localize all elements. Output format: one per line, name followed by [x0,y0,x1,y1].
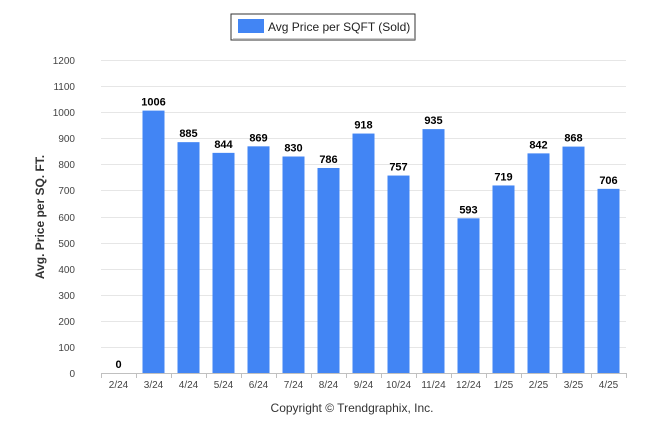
bar-value-label: 918 [354,120,372,132]
bar-value-label: 719 [494,171,512,183]
x-tick-label: 9/24 [354,380,374,391]
x-axis: 2/24 3/24 4/24 5/24 6/24 7/24 8/24 9/24 10/24 11/… [101,373,627,391]
legend-swatch [238,19,264,33]
x-tick-label: 12/24 [456,380,481,391]
x-tick-label: 3/24 [144,380,164,391]
y-tick-label: 1100 [53,82,75,93]
bar-value-label: 706 [599,175,617,187]
bar-value-label: 1006 [141,97,165,109]
bar-value-label: 830 [284,143,302,155]
bar [387,175,410,373]
x-tick-label: 8/24 [319,380,339,391]
bars [142,110,620,373]
bar-value-label: 885 [179,128,197,140]
bar [282,156,305,373]
y-axis-title: Avg. Price per SQ. FT. [33,155,47,279]
bar [457,218,480,373]
bar [212,152,235,373]
bar [422,129,445,373]
y-tick-label: 900 [58,134,75,145]
bar-value-label: 935 [424,115,442,127]
x-tick-label: 1/25 [494,380,514,391]
bar-value-label: 844 [214,139,233,151]
x-tick-label: 4/24 [179,380,199,391]
bar [597,188,620,373]
bar-value-label: 0 [115,359,121,371]
y-axis: 0 100 200 300 400 500 600 700 800 900 1000 1100 1200 [53,56,76,380]
x-tick-label: 7/24 [284,380,304,391]
x-tick-label: 4/25 [599,380,619,391]
bar-value-label: 786 [319,154,337,166]
y-tick-label: 0 [69,369,75,380]
y-tick-label: 300 [58,291,75,302]
bar [177,142,200,373]
legend-label: Avg Price per SQFT (Sold) [268,20,410,34]
bar-value-label: 842 [529,139,547,151]
bar-value-label: 869 [249,132,267,144]
y-tick-label: 1200 [53,56,76,67]
bar-value-label: 868 [564,133,582,145]
x-tick-label: 11/24 [421,380,446,391]
bar [562,146,585,373]
y-tick-label: 100 [58,343,75,354]
x-tick-label: 10/24 [386,380,411,391]
legend: Avg Price per SQFT (Sold) [230,13,416,41]
x-tick-label: 2/24 [109,380,129,391]
bar-value-label: 757 [389,162,407,174]
x-tick-label: 3/25 [564,380,584,391]
legend-shadow [233,38,415,41]
bar [527,153,550,373]
y-tick-label: 1000 [53,108,76,119]
x-tick-label: 2/25 [529,380,549,391]
bar [352,133,375,373]
y-tick-label: 200 [58,317,75,328]
x-tick-label: 6/24 [249,380,269,391]
y-tick-label: 500 [58,239,75,250]
y-tick-label: 800 [58,160,75,171]
copyright-text: Copyright © Trendgraphix, Inc. [271,401,434,415]
y-tick-label: 600 [58,213,75,224]
bar [492,185,515,373]
bar [317,167,340,373]
x-tick-label: 5/24 [214,380,234,391]
bar [142,110,165,373]
y-tick-label: 400 [58,265,75,276]
y-tick-label: 700 [58,186,75,197]
bar [247,146,270,373]
data-labels: 0 1006 885 844 869 830 786 918 757 935 593 719 842 86… [115,97,617,371]
bar-value-label: 593 [459,204,477,216]
